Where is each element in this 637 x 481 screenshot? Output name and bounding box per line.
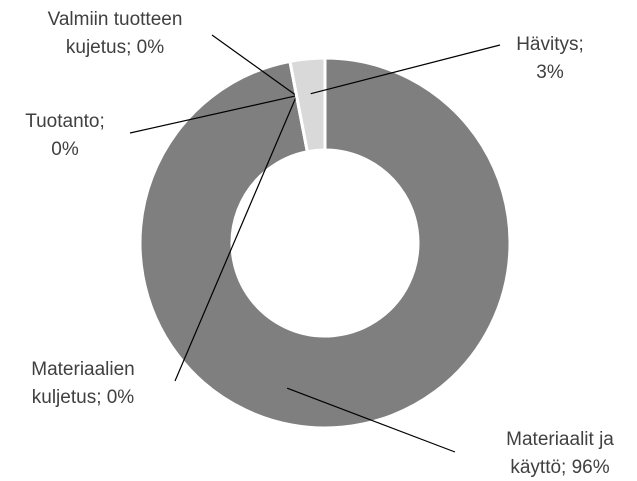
data-label: käyttö; 96% (510, 457, 609, 478)
data-label: kujetus; 0% (66, 37, 164, 58)
data-label: Materiaalit ja (506, 429, 614, 450)
data-label: Hävitys; (516, 34, 584, 55)
leader-line (211, 34, 297, 97)
data-label: Valmiin tuotteen (48, 9, 183, 30)
leader-line (174, 95, 298, 382)
slice (288, 56, 327, 154)
data-label: Materiaalien (31, 359, 135, 380)
leader-line (310, 44, 501, 95)
slice (138, 56, 512, 430)
data-label: 3% (536, 62, 564, 83)
leader-line (129, 95, 297, 134)
data-label: Tuotanto; (25, 111, 105, 132)
data-label: kuljetus; 0% (32, 387, 135, 408)
leader-line (286, 387, 456, 453)
data-label: 0% (51, 139, 79, 160)
